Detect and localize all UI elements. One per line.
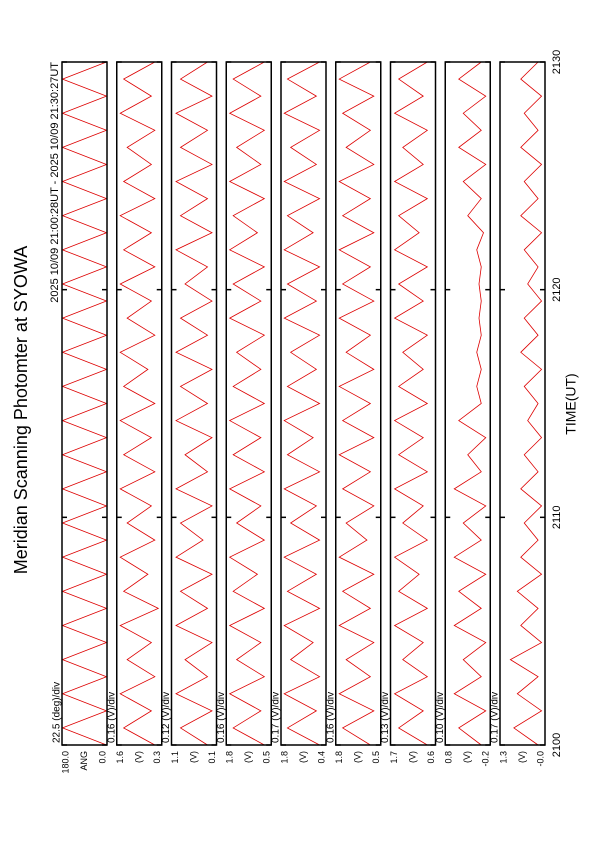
panel-annotation: 0.17 (V)/div bbox=[490, 692, 501, 743]
panel-frame bbox=[116, 61, 163, 746]
panel-frame bbox=[170, 61, 218, 746]
panel-frame bbox=[280, 61, 327, 746]
rotated-plot: Meridian Scanning Photomter at SYOWA 202… bbox=[11, 50, 579, 774]
panel-frame bbox=[225, 61, 272, 746]
panel-frame bbox=[499, 61, 546, 746]
panel-annotation: 0.13 (V)/div bbox=[380, 692, 391, 743]
x-axis-label: TIME(UT) bbox=[563, 373, 579, 434]
panel-ylabel: (V) bbox=[462, 751, 472, 763]
y-tick-label: 0.6 bbox=[426, 751, 436, 764]
y-tick-label: 0.0 bbox=[97, 751, 107, 764]
x-tick-label: 2120 bbox=[551, 277, 563, 301]
y-tick-label: 0.5 bbox=[371, 751, 381, 764]
y-tick-label: 180.0 bbox=[60, 751, 70, 774]
panel-frame bbox=[444, 61, 491, 746]
y-tick-label: 1.7 bbox=[389, 751, 399, 764]
data-line bbox=[119, 61, 160, 746]
y-tick-label: -0.0 bbox=[535, 751, 545, 767]
panel-annotation: 22.5 (deg)/div bbox=[52, 682, 63, 743]
y-tick-label: 1.6 bbox=[115, 751, 125, 764]
y-tick-label: 1.8 bbox=[334, 751, 344, 764]
panel-frame bbox=[335, 61, 382, 746]
y-tick-label: 1.1 bbox=[170, 751, 180, 764]
y-tick-label: 0.4 bbox=[316, 751, 326, 764]
chart-title: Meridian Scanning Photomter at SYOWA bbox=[11, 246, 31, 574]
panel-ylabel: (V) bbox=[517, 751, 527, 763]
y-tick-label: 1.8 bbox=[279, 751, 289, 764]
panel-annotation: 0.16 (V)/div bbox=[216, 692, 227, 743]
y-tick-label: 1.3 bbox=[498, 751, 508, 764]
panel-annotation: 0.10 (V)/div bbox=[435, 692, 446, 743]
panel-annotation: 0.12 (V)/div bbox=[161, 692, 172, 743]
panel-ylabel: (V) bbox=[134, 751, 144, 763]
data-line bbox=[175, 61, 213, 746]
data-line bbox=[509, 61, 543, 746]
y-tick-label: 1.8 bbox=[225, 751, 235, 764]
data-line bbox=[338, 61, 375, 746]
data-line bbox=[283, 61, 321, 746]
subtitle: 2025 10/09 21:00:28UT - 2025 10/09 21:30… bbox=[49, 62, 61, 303]
y-tick-label: 0.8 bbox=[444, 751, 454, 764]
panel-ylabel: ANG bbox=[79, 751, 89, 771]
data-line bbox=[453, 61, 487, 746]
y-tick-label: -0.2 bbox=[481, 751, 491, 767]
data-line bbox=[393, 61, 429, 746]
panel-ylabel: (V) bbox=[188, 751, 198, 763]
panel-ylabel: (V) bbox=[353, 751, 363, 763]
x-tick-label: 2110 bbox=[551, 506, 563, 530]
x-tick-label: 2100 bbox=[551, 733, 563, 757]
y-tick-label: 0.3 bbox=[152, 751, 162, 764]
panel-annotation: 0.16 (V)/div bbox=[325, 692, 336, 743]
y-tick-label: 0.5 bbox=[262, 751, 272, 764]
panel-ylabel: (V) bbox=[243, 751, 253, 763]
panel-ylabel: (V) bbox=[298, 751, 308, 763]
y-tick-label: 0.1 bbox=[207, 751, 217, 764]
panel-frame bbox=[61, 61, 108, 746]
panel-annotation: 0.17 (V)/div bbox=[271, 692, 282, 743]
x-tick-label: 2130 bbox=[551, 50, 563, 74]
data-line bbox=[61, 61, 108, 746]
panel-annotation: 0.16 (V)/div bbox=[106, 692, 117, 743]
panel-ylabel: (V) bbox=[407, 751, 417, 763]
panel-frame bbox=[389, 61, 437, 746]
data-line bbox=[228, 61, 266, 746]
